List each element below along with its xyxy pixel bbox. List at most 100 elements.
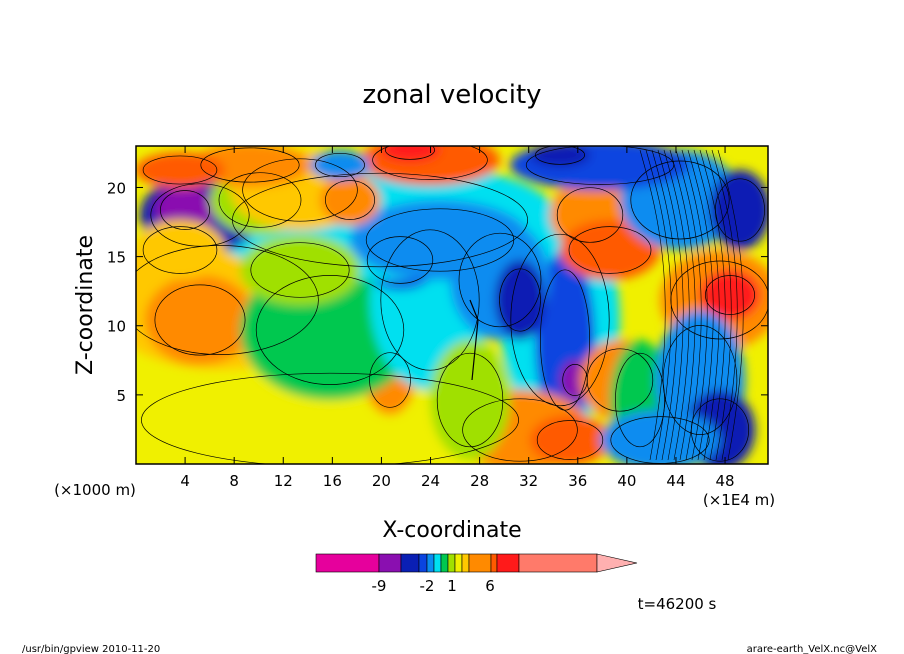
y-tick-label: 10 (107, 318, 126, 336)
x-tick-label: 40 (617, 472, 636, 490)
colorbar-segment (496, 553, 520, 573)
contour (154, 284, 246, 356)
contour (315, 152, 365, 178)
field-region (495, 260, 545, 340)
contour (141, 372, 519, 464)
x-tick-label: 28 (470, 472, 489, 490)
field-region (710, 170, 768, 250)
colorbar-segment (518, 553, 598, 573)
contour (525, 146, 675, 185)
field-region (530, 146, 590, 167)
contour (615, 352, 665, 448)
field-region (430, 340, 510, 460)
colorbar-segment (468, 553, 492, 573)
y-tick-label: 20 (107, 179, 126, 197)
colorbar-segment (426, 553, 435, 573)
x-tick-label: 44 (666, 472, 685, 490)
chart-title: zonal velocity (362, 80, 541, 110)
x-tick-label: 4 (180, 472, 190, 490)
contour (469, 299, 479, 381)
colorbar-segment (447, 553, 456, 573)
contour (536, 420, 604, 460)
contour (142, 226, 218, 274)
field-region (600, 410, 720, 464)
contour (499, 268, 541, 332)
contour (705, 149, 732, 461)
colorbar-tick-labels: -9 -2 1 6 (372, 577, 495, 595)
colorbar-tick-label: -9 (372, 577, 387, 595)
colorbar (315, 553, 638, 573)
contour (639, 149, 666, 461)
velocity-field (136, 146, 768, 464)
contour (693, 149, 720, 461)
y-tick-label: 15 (107, 249, 126, 267)
contour (142, 155, 218, 185)
contour (510, 233, 610, 407)
contour (669, 149, 696, 461)
colorbar-tick-label: -2 (420, 577, 435, 595)
x-tick-label: 16 (323, 472, 342, 490)
contour (630, 160, 730, 240)
contour (160, 190, 210, 230)
contour (645, 149, 672, 461)
y-axis-label: Z-coordinate (73, 235, 98, 375)
contour (369, 352, 411, 408)
contour (218, 172, 302, 228)
x-tick-label: 36 (568, 472, 587, 490)
field-region (136, 152, 225, 188)
x-axis-label: X-coordinate (382, 518, 521, 543)
contour (380, 229, 480, 371)
contour (699, 149, 726, 461)
y-axis-ticks: 5 10 15 20 (107, 179, 768, 405)
field-region (240, 235, 360, 305)
contour (365, 208, 515, 272)
x-tick-label: 20 (372, 472, 391, 490)
colorbar-tick-label: 1 (447, 577, 457, 595)
colorbar-segment (418, 553, 428, 573)
x-unit-left: (×1000 m) (54, 481, 136, 499)
contour (200, 147, 300, 183)
contour (657, 149, 684, 461)
x-tick-label: 32 (519, 472, 538, 490)
x-unit-right: (×1E4 m) (703, 491, 775, 509)
colorbar-segment (461, 553, 470, 573)
colorbar-extend-arrow (596, 553, 638, 573)
colorbar-segment (433, 553, 442, 573)
field-region (145, 275, 255, 365)
field-region (530, 415, 610, 464)
contour (687, 149, 714, 461)
contour (568, 226, 652, 274)
contour (150, 183, 250, 247)
field-region (700, 270, 760, 320)
x-tick-label: 8 (229, 472, 239, 490)
colorbar-segment (400, 553, 420, 573)
contour (250, 242, 350, 298)
contour (255, 275, 405, 385)
plot-frame (135, 145, 769, 465)
field-region (360, 146, 500, 185)
contour (436, 352, 504, 448)
x-tick-label: 48 (716, 472, 735, 490)
contour (385, 146, 435, 160)
time-annotation: t=46200 s (638, 595, 717, 613)
contour (535, 146, 585, 165)
contour (556, 187, 624, 243)
field-region (320, 175, 380, 225)
colorbar-segment (454, 553, 463, 573)
contour (462, 398, 578, 462)
contour (366, 236, 434, 284)
contour (372, 146, 488, 180)
field-region (310, 150, 370, 180)
contour (675, 149, 702, 461)
footer-right: arare-earth_VelX.nc@VelX (747, 644, 878, 654)
contour (670, 260, 768, 340)
colorbar-segment (315, 553, 380, 573)
field-region (380, 146, 440, 162)
contour (663, 149, 690, 461)
contour (136, 245, 319, 355)
x-axis-ticks: 4 8 12 16 20 24 28 32 36 40 44 48 (180, 146, 735, 490)
contour (458, 232, 542, 328)
colorbar-tick-label: 6 (485, 577, 495, 595)
field-region (560, 220, 660, 280)
